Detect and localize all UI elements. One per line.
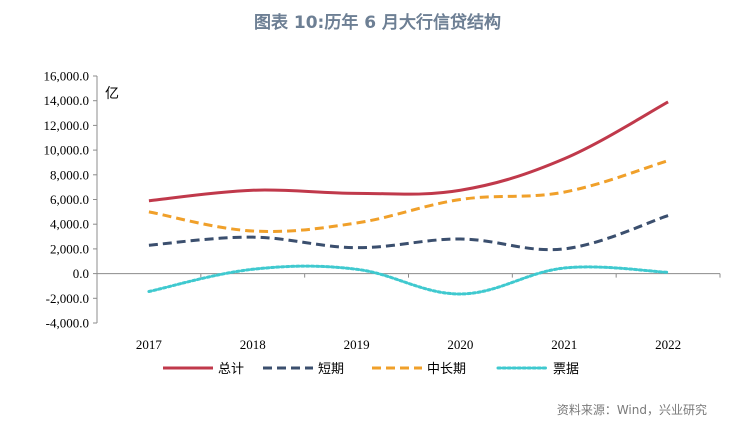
x-tick-label: 2020 [447, 337, 473, 352]
y-tick-label: 4,000.0 [50, 217, 89, 232]
x-tick-label: 2017 [136, 337, 163, 352]
y-tick-label: 2,000.0 [50, 241, 89, 256]
y-tick-label: -2,000.0 [46, 291, 89, 306]
y-tick-label: -4,000.0 [46, 316, 89, 331]
y-tick-label: 8,000.0 [50, 167, 89, 182]
series-line-short-term [148, 214, 669, 252]
series-line-bills [147, 264, 670, 296]
x-tick-label: 2021 [551, 337, 577, 352]
y-tick-label: 12,000.0 [44, 118, 90, 133]
y-tick-label: 6,000.0 [50, 192, 89, 207]
x-tick-label: 2018 [240, 337, 266, 352]
legend-label-medium-long-term: 中长期 [427, 362, 466, 377]
y-tick-label: 14,000.0 [44, 93, 90, 108]
chart-title: 图表 10:历年 6 月大行信贷结构 [253, 13, 502, 33]
x-tick-label: 2019 [344, 337, 370, 352]
source-note: 资料来源：Wind，兴业研究 [556, 403, 707, 417]
series-line-total [148, 100, 669, 203]
y-tick-label: 10,000.0 [44, 143, 90, 158]
y-tick-label: 0.0 [73, 266, 89, 281]
y-axis-unit-label: 亿 [105, 86, 119, 102]
y-tick-label: 16,000.0 [44, 69, 90, 84]
legend-label-bills: 票据 [553, 362, 579, 377]
x-tick-label: 2022 [655, 337, 681, 352]
series-line-medium-long-term [148, 159, 669, 233]
legend-label-short-term: 短期 [318, 362, 344, 377]
legend-label-total: 总计 [218, 362, 244, 377]
